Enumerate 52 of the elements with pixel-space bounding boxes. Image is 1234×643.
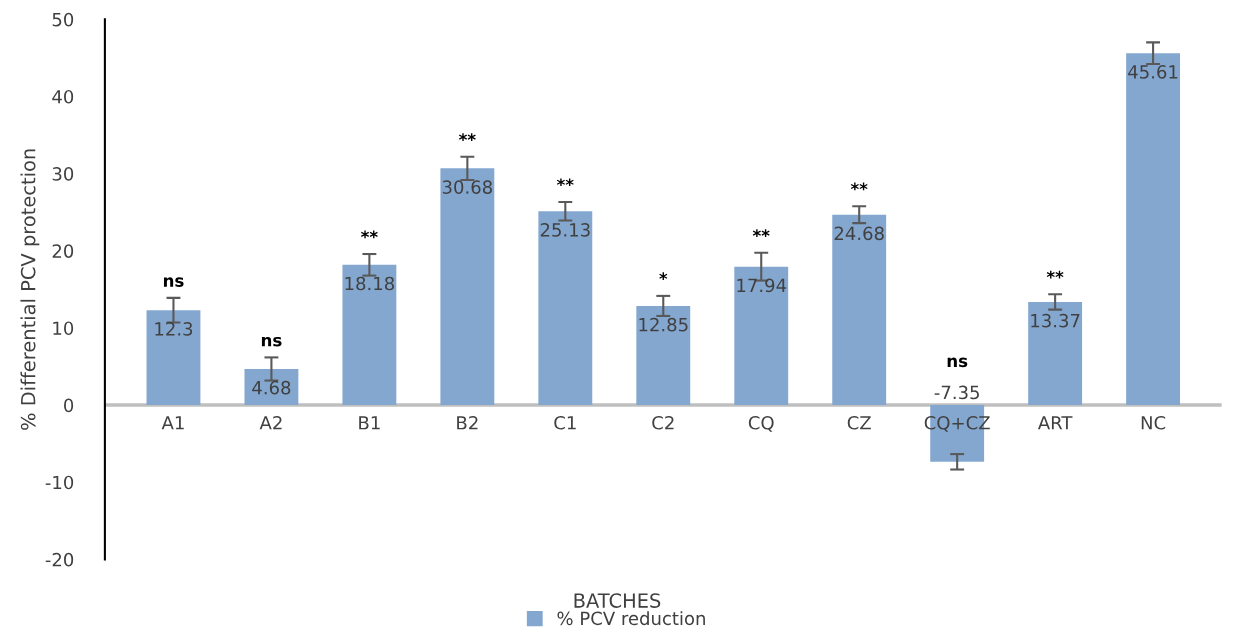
x-tick-label: NC [1141, 415, 1166, 430]
y-tick-label: 30 [52, 167, 74, 181]
bar [244, 368, 299, 406]
annotation: ** [1046, 270, 1064, 279]
legend-label: % PCV reduction [557, 611, 705, 626]
x-tick-label: C1 [554, 415, 576, 430]
bar [1028, 301, 1083, 406]
annotation: ns [163, 277, 184, 287]
annotation: ** [752, 229, 770, 237]
data-label: -7.35 [934, 385, 979, 400]
x-tick-label: A1 [161, 416, 184, 430]
annotation: ns [261, 336, 282, 347]
bar [1126, 53, 1181, 406]
y-tick-label: -20 [45, 552, 74, 567]
data-label: 30.68 [442, 180, 492, 194]
x-tick-label: B1 [359, 416, 380, 430]
y-tick-label: 50 [52, 12, 74, 27]
data-label: 17.94 [737, 278, 787, 293]
bar [734, 266, 789, 406]
bar [832, 214, 887, 406]
data-label: 18.18 [345, 276, 394, 291]
x-tick-label: CZ [847, 415, 871, 430]
x-axis-title: BATCHES [574, 593, 661, 608]
x-tick-label: A2 [259, 415, 282, 430]
y-tick-label: 10 [53, 321, 74, 336]
x-tick-label: C2 [652, 415, 674, 430]
annotation: ** [850, 182, 868, 191]
x-tick-label: CQ [748, 415, 774, 432]
data-label: 24.68 [834, 226, 884, 241]
y-axis-title: % Differential PCV protection [20, 149, 40, 430]
x-tick-label: ART [1037, 416, 1073, 430]
bar [440, 168, 495, 406]
y-tick-label: 20 [52, 244, 74, 258]
data-label: 4.68 [252, 380, 291, 395]
y-tick-label: -10 [45, 475, 74, 490]
annotation: ** [458, 133, 476, 141]
data-label: 12.85 [639, 317, 688, 332]
bar [538, 211, 593, 406]
annotation: ** [556, 178, 574, 187]
data-label: 12.3 [155, 322, 193, 336]
bar [146, 310, 201, 406]
bar [342, 264, 397, 406]
annotation: ns [947, 357, 968, 368]
annotation: ** [361, 230, 378, 239]
data-label: 25.13 [540, 223, 590, 237]
y-tick-label: 40 [52, 89, 74, 104]
x-tick-label: B2 [457, 415, 478, 430]
data-label: 13.37 [1031, 313, 1080, 328]
data-label: 45.61 [1128, 65, 1178, 79]
y-tick-label: 0 [64, 398, 74, 413]
annotation: * [659, 272, 668, 281]
bar [636, 305, 691, 406]
